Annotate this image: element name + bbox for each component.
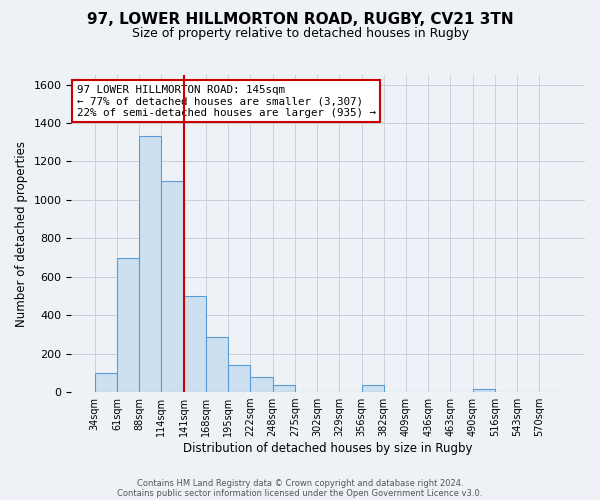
Bar bbox=[473, 388, 495, 392]
Bar bbox=[184, 296, 206, 392]
Bar bbox=[250, 376, 272, 392]
X-axis label: Distribution of detached houses by size in Rugby: Distribution of detached houses by size … bbox=[184, 442, 473, 455]
Bar bbox=[161, 180, 184, 392]
Bar bbox=[95, 373, 117, 392]
Bar bbox=[139, 136, 161, 392]
Bar bbox=[362, 386, 384, 392]
Text: Contains public sector information licensed under the Open Government Licence v3: Contains public sector information licen… bbox=[118, 488, 482, 498]
Bar bbox=[117, 258, 139, 392]
Y-axis label: Number of detached properties: Number of detached properties bbox=[15, 140, 28, 326]
Bar bbox=[228, 365, 250, 392]
Text: 97, LOWER HILLMORTON ROAD, RUGBY, CV21 3TN: 97, LOWER HILLMORTON ROAD, RUGBY, CV21 3… bbox=[86, 12, 514, 28]
Text: Size of property relative to detached houses in Rugby: Size of property relative to detached ho… bbox=[131, 28, 469, 40]
Bar bbox=[206, 338, 228, 392]
Text: Contains HM Land Registry data © Crown copyright and database right 2024.: Contains HM Land Registry data © Crown c… bbox=[137, 478, 463, 488]
Bar bbox=[272, 386, 295, 392]
Text: 97 LOWER HILLMORTON ROAD: 145sqm
← 77% of detached houses are smaller (3,307)
22: 97 LOWER HILLMORTON ROAD: 145sqm ← 77% o… bbox=[77, 84, 376, 117]
